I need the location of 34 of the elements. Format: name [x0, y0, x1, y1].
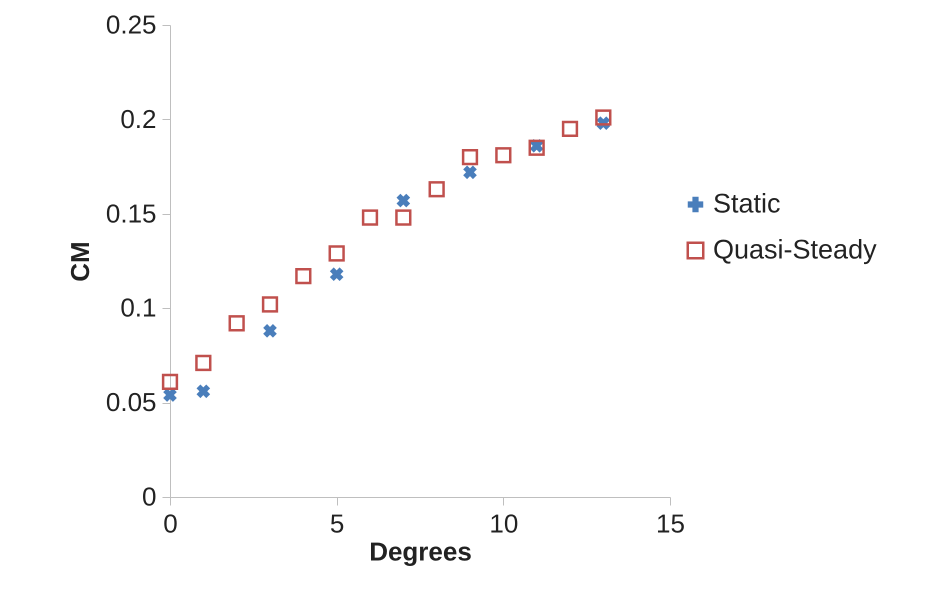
point — [330, 267, 344, 282]
point — [562, 120, 578, 137]
y-tick-label: 0.05 — [106, 387, 156, 418]
x-tick-label: 10 — [489, 508, 518, 538]
legend-label: Quasi-Steady — [713, 234, 878, 264]
point — [163, 388, 177, 402]
point — [463, 165, 477, 180]
y-tick-label: 0.1 — [120, 292, 156, 323]
point — [295, 268, 312, 284]
x-tick-label: 0 — [163, 508, 178, 538]
y-tick-label: 0.25 — [106, 10, 156, 40]
legend-label: Static — [713, 188, 781, 218]
point — [262, 296, 278, 313]
point — [396, 194, 410, 208]
point — [528, 140, 545, 156]
y-axis-title: CM — [64, 241, 95, 282]
x-axis-title: Degrees — [369, 536, 472, 566]
point — [595, 109, 612, 126]
x-tick-label: 5 — [330, 508, 344, 538]
point — [196, 384, 210, 398]
y-tick-label: 0.15 — [106, 198, 156, 228]
point — [462, 149, 478, 166]
point — [428, 181, 445, 198]
point — [495, 147, 512, 164]
point — [395, 209, 412, 226]
y-tick-label: 0 — [142, 482, 156, 512]
point — [362, 209, 378, 226]
point — [328, 245, 345, 262]
x-tick-label: 15 — [656, 508, 685, 538]
point — [228, 315, 245, 332]
y-tick-label: 0.2 — [120, 104, 156, 134]
point — [195, 354, 212, 372]
point — [162, 374, 178, 390]
point — [263, 324, 277, 338]
